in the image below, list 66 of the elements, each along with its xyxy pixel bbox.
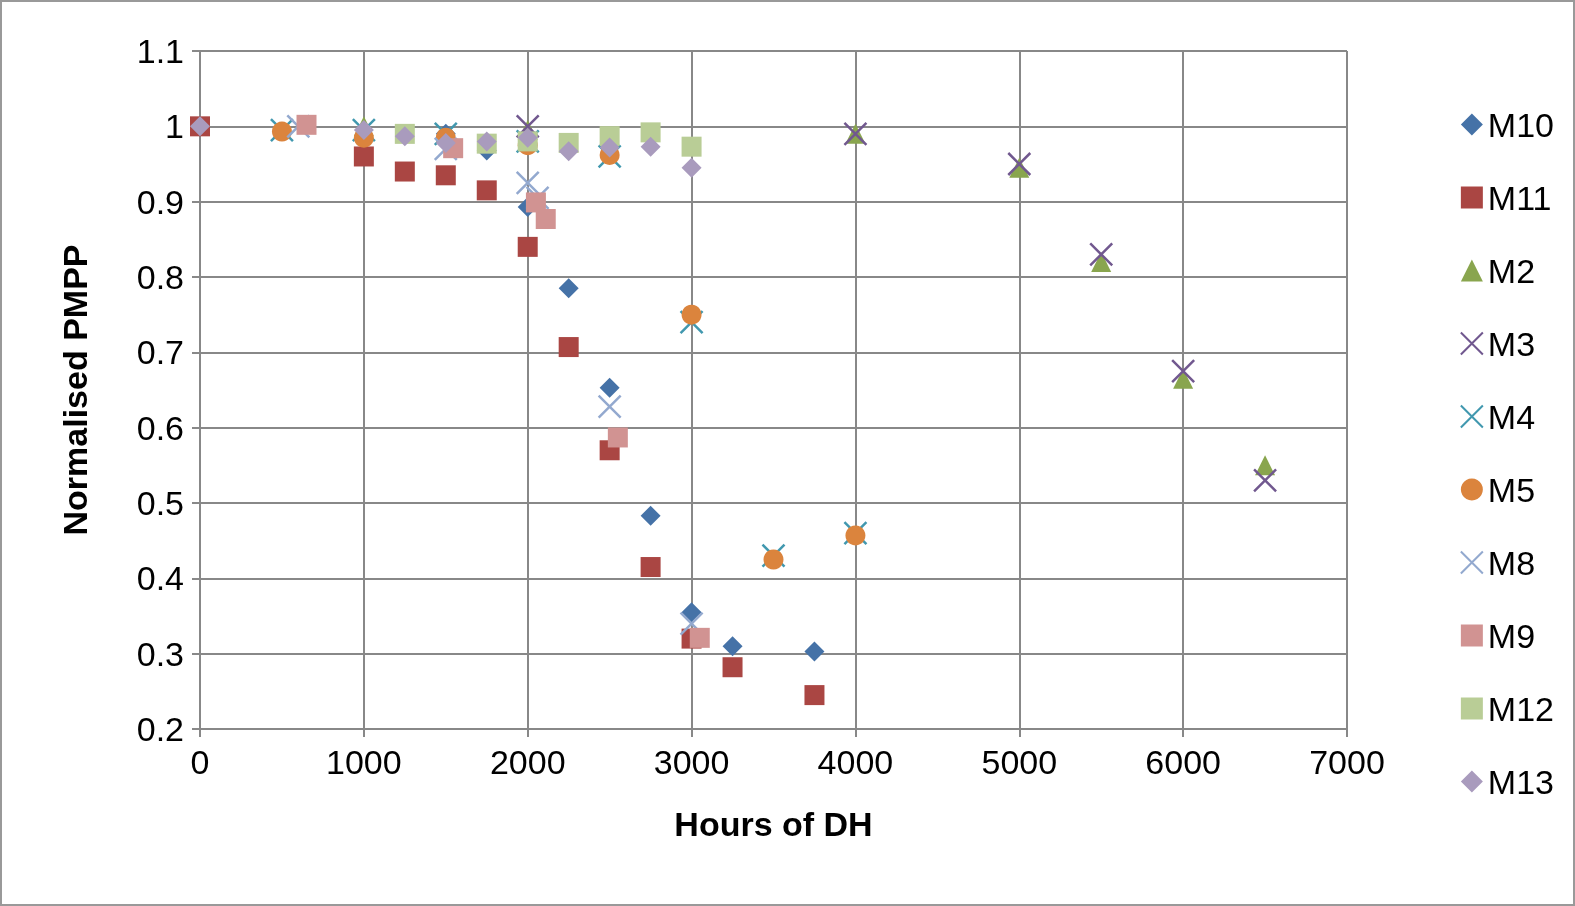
point: [640, 505, 661, 526]
legend-label: M3: [1487, 324, 1536, 363]
y-tick-label: 0.5: [136, 484, 184, 522]
point: [435, 165, 456, 186]
point: [515, 170, 540, 196]
point: [394, 161, 415, 182]
point: [763, 549, 784, 570]
y-axis-title: Normalised PMPP: [56, 244, 94, 536]
point: [640, 122, 661, 143]
point: [722, 657, 743, 678]
point: [845, 525, 866, 546]
point: [558, 141, 579, 162]
y-tick-label: 1.1: [136, 32, 184, 70]
point: [525, 192, 546, 213]
y-tick-label: 0.9: [136, 182, 184, 221]
point: [353, 146, 374, 167]
point: [435, 132, 456, 153]
x-tick-label: 1000: [326, 743, 402, 781]
point: [640, 557, 661, 578]
legend-label: M9: [1487, 616, 1536, 655]
point: [681, 157, 702, 178]
legend-label: M10: [1487, 105, 1554, 144]
point: [804, 685, 825, 706]
legend-label: M8: [1487, 543, 1536, 582]
y-tick-label: 0.2: [136, 710, 184, 748]
point: [476, 180, 497, 201]
legend-label: M11: [1487, 178, 1552, 217]
y-tick-label: 0.6: [136, 408, 184, 447]
x-tick-label: 4000: [817, 743, 894, 781]
point: [1007, 151, 1032, 177]
point: [558, 278, 579, 299]
point: [681, 304, 702, 325]
point: [804, 641, 825, 662]
y-tick-label: 0.7: [136, 333, 184, 372]
legend-label: M2: [1487, 251, 1536, 290]
point: [1252, 468, 1278, 493]
x-tick-label: 3000: [653, 743, 730, 781]
y-tick-label: 0.3: [136, 634, 184, 673]
point: [296, 114, 317, 135]
point: [517, 236, 538, 257]
x-tick-label: 5000: [981, 743, 1058, 781]
point: [599, 137, 620, 158]
point: [607, 427, 628, 448]
x-tick-label: 7000: [1309, 743, 1385, 781]
point: [722, 636, 743, 657]
legend-label: M13: [1487, 762, 1554, 801]
y-tick-label: 1: [165, 107, 184, 146]
point: [599, 377, 620, 398]
point: [681, 136, 702, 157]
point: [1088, 242, 1114, 267]
x-tick-label: 6000: [1145, 743, 1221, 781]
legend-label: M5: [1487, 470, 1536, 509]
point: [640, 136, 661, 157]
point: [1170, 358, 1196, 384]
point: [689, 627, 710, 648]
point: [681, 602, 702, 623]
y-tick-label: 0.4: [136, 559, 184, 598]
x-axis-title: Hours of DH: [674, 805, 873, 843]
x-tick-label: 2000: [489, 743, 566, 781]
point: [558, 337, 579, 358]
legend-label: M12: [1487, 689, 1554, 728]
point: [597, 394, 622, 419]
legend-label: M4: [1487, 397, 1536, 436]
point: [535, 208, 556, 229]
x-tick-label: 0: [190, 743, 210, 781]
y-tick-label: 0.8: [136, 258, 184, 296]
